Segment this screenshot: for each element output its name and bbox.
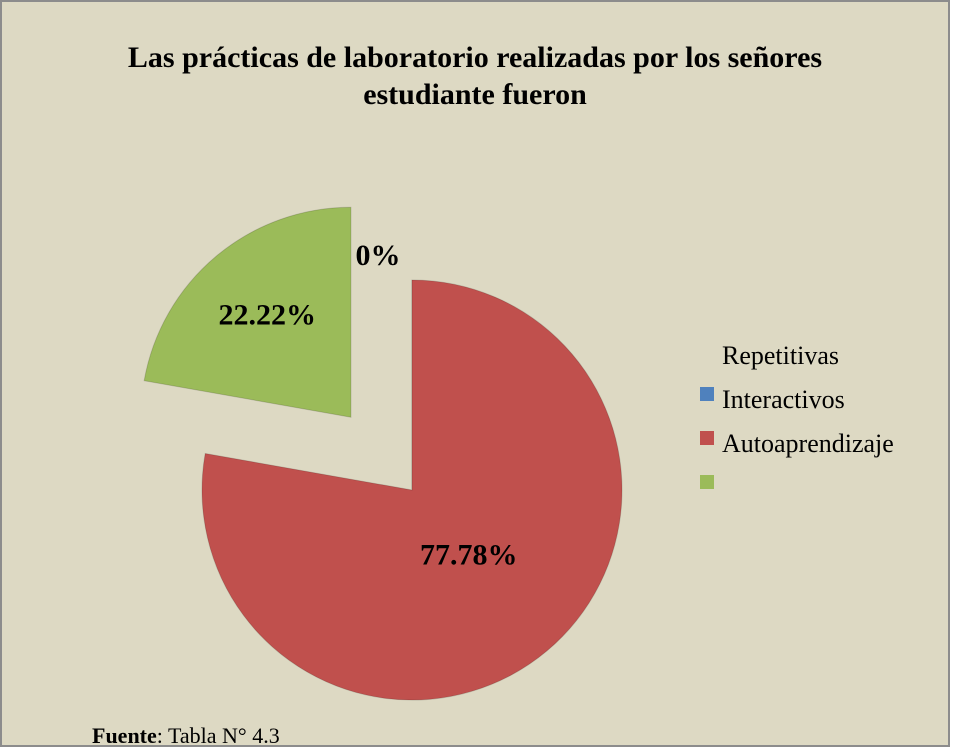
source: Fuente: Tabla N° 4.3 <box>92 723 280 748</box>
legend-label: Repetitivas <box>722 341 839 370</box>
legend-label: Autoaprendizaje <box>722 429 894 458</box>
data-label: 22.22% <box>219 298 317 331</box>
data-label: 77.78% <box>420 538 518 571</box>
legend-marker <box>700 387 714 401</box>
chart-title: Las prácticas de laboratorio realizadas … <box>128 41 822 111</box>
source-text: : Tabla N° 4.3 <box>157 723 280 748</box>
pie-slice <box>201 279 623 701</box>
pie-slice <box>143 206 352 418</box>
legend-marker <box>700 431 714 445</box>
data-label: 0% <box>356 239 401 272</box>
source-label: Fuente <box>92 723 157 748</box>
legend-marker <box>700 475 714 489</box>
legend-label: Interactivos <box>722 385 845 414</box>
